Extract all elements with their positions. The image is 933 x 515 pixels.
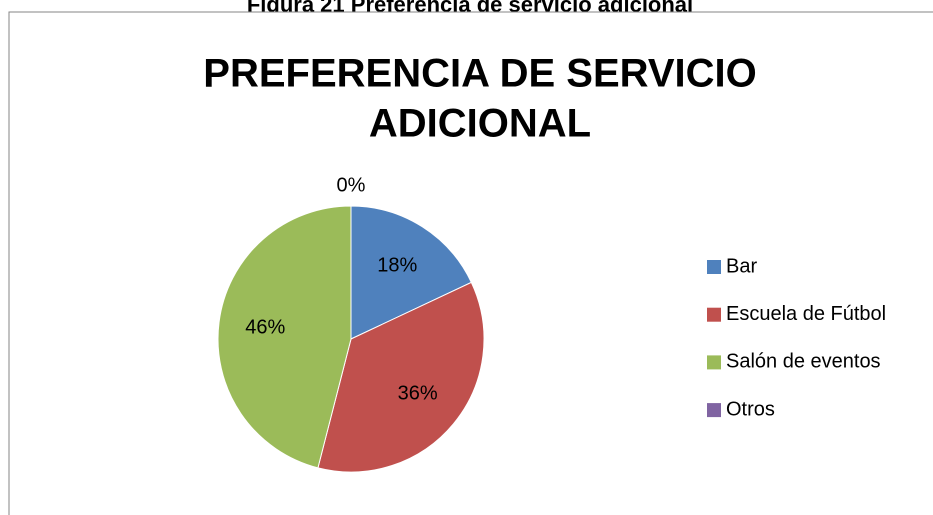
data-label: 0% <box>337 174 366 196</box>
chart-title: ADICIONAL <box>369 102 591 146</box>
legend-swatch <box>707 260 721 274</box>
legend-swatch <box>707 307 721 322</box>
legend-label: Otros <box>726 398 775 420</box>
legend-swatch <box>707 355 721 370</box>
pie-slice <box>317 281 485 473</box>
data-label: 36% <box>398 382 438 404</box>
chart-frame <box>8 11 933 515</box>
legend-label: Escuela de Fútbol <box>726 303 886 325</box>
legend-swatch <box>707 403 721 418</box>
chart-title: PREFERENCIA DE SERVICIO <box>203 52 756 96</box>
legend-label: Bar <box>726 255 757 277</box>
legend-label: Salón de eventos <box>726 351 881 373</box>
pie-slice <box>217 205 352 469</box>
data-label: 18% <box>377 254 417 276</box>
data-label: 46% <box>245 316 285 338</box>
pie-slice <box>350 205 473 340</box>
